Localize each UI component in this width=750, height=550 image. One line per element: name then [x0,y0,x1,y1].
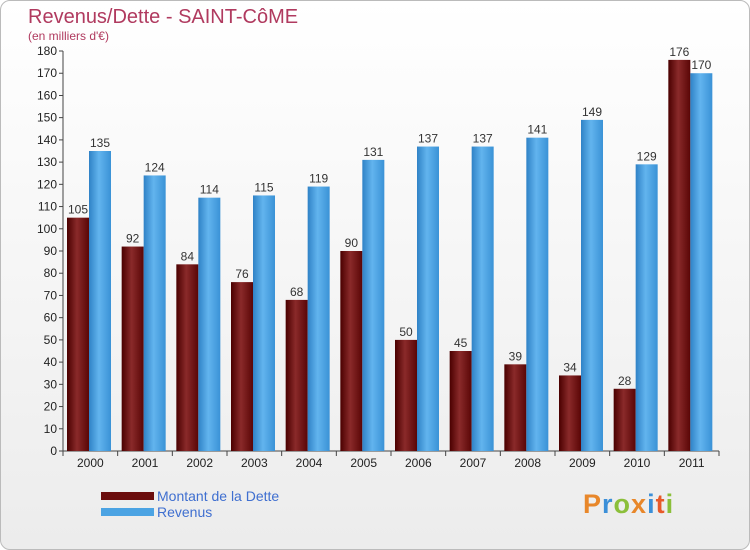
y-tick-label: 160 [37,88,57,102]
legend-label-debt: Montant de la Dette [157,488,280,504]
value-label-debt: 39 [509,349,523,363]
value-label-debt: 68 [290,285,304,299]
bar-debt-2009 [559,375,581,451]
y-tick-label: 140 [37,133,57,147]
bar-revenue-2003 [253,195,275,451]
bar-debt-2005 [340,251,363,451]
value-label-revenue: 137 [418,132,438,146]
x-tick-label: 2000 [77,456,104,470]
legend-item-revenue: Revenus [101,504,279,520]
bar-revenue-2006 [417,146,439,452]
bar-revenue-2000 [89,151,111,451]
bar-revenue-2002 [198,197,221,451]
chart-title: Revenus/Dette - SAINT-CôME [28,6,299,28]
bar-debt-2001 [121,246,144,451]
x-tick-label: 2005 [350,456,377,470]
y-tick-label: 100 [37,222,57,236]
y-tick-label: 180 [37,44,57,58]
legend: Montant de la Dette Revenus [101,488,279,520]
legend-swatch-debt [101,492,154,500]
y-tick-label: 120 [37,177,57,191]
y-tick-label: 170 [37,66,57,80]
bar-revenue-2010 [635,164,658,452]
x-tick-label: 2006 [405,456,432,470]
bar-revenue-2001 [143,175,166,451]
x-tick-label: 2003 [241,456,268,470]
legend-swatch-revenue [101,508,154,516]
proxiti-logo: Proxiti [583,489,675,519]
bar-debt-2008 [504,364,527,451]
legend-item-debt: Montant de la Dette [101,488,279,504]
value-label-revenue: 131 [363,145,383,159]
value-label-debt: 90 [345,236,359,250]
y-tick-label: 30 [44,377,58,391]
value-label-debt: 84 [181,249,195,263]
bar-revenue-2008 [526,137,549,451]
y-tick-label: 150 [37,111,57,125]
value-label-revenue: 135 [90,136,110,150]
x-tick-label: 2007 [460,456,487,470]
value-label-debt: 176 [669,45,689,59]
y-tick-label: 10 [44,422,58,436]
y-tick-label: 130 [37,155,57,169]
bar-debt-2006 [395,339,417,451]
value-label-revenue: 114 [200,183,219,197]
value-label-debt: 28 [618,374,632,388]
chart-subtitle: (en milliers d'€) [28,29,109,43]
x-tick-label: 2008 [514,456,541,470]
value-label-revenue: 170 [691,58,711,72]
x-tick-label: 2001 [132,456,159,470]
x-tick-label: 2002 [186,456,213,470]
y-tick-label: 0 [50,444,57,458]
x-tick-label: 2004 [296,456,323,470]
value-label-revenue: 115 [254,180,273,194]
value-label-debt: 34 [563,360,577,374]
x-tick-label: 2009 [569,456,596,470]
value-label-debt: 50 [399,325,413,339]
bar-debt-2000 [67,217,89,451]
bar-debt-2004 [285,299,308,451]
value-label-debt: 76 [235,267,249,281]
y-tick-label: 60 [44,311,58,325]
value-label-revenue: 137 [473,132,493,146]
bar-revenue-2007 [471,146,494,452]
y-tick-label: 70 [44,288,58,302]
bar-debt-2011 [668,59,691,452]
x-tick-label: 2011 [679,456,705,470]
value-label-revenue: 119 [309,172,328,186]
bar-revenue-2005 [362,159,385,451]
value-label-debt: 92 [126,232,140,246]
y-tick-label: 40 [44,355,58,369]
value-label-revenue: 124 [145,160,165,174]
value-label-revenue: 141 [527,123,547,137]
y-tick-label: 50 [44,333,58,347]
y-tick-label: 110 [38,200,57,214]
x-tick-label: 2010 [624,456,651,470]
legend-label-revenue: Revenus [157,504,213,520]
bar-revenue-2011 [690,73,713,451]
value-label-revenue: 129 [637,149,657,163]
value-label-debt: 45 [454,336,468,350]
bar-debt-2003 [231,282,253,451]
bar-debt-2007 [449,351,472,451]
y-tick-label: 90 [44,244,58,258]
y-tick-label: 80 [44,266,58,280]
bar-revenue-2009 [581,119,603,451]
value-label-debt: 105 [68,203,88,217]
value-label-revenue: 149 [582,105,602,119]
bar-debt-2002 [176,264,199,451]
bar-revenue-2004 [307,186,330,452]
bar-debt-2010 [613,388,636,451]
y-tick-label: 20 [44,400,58,414]
